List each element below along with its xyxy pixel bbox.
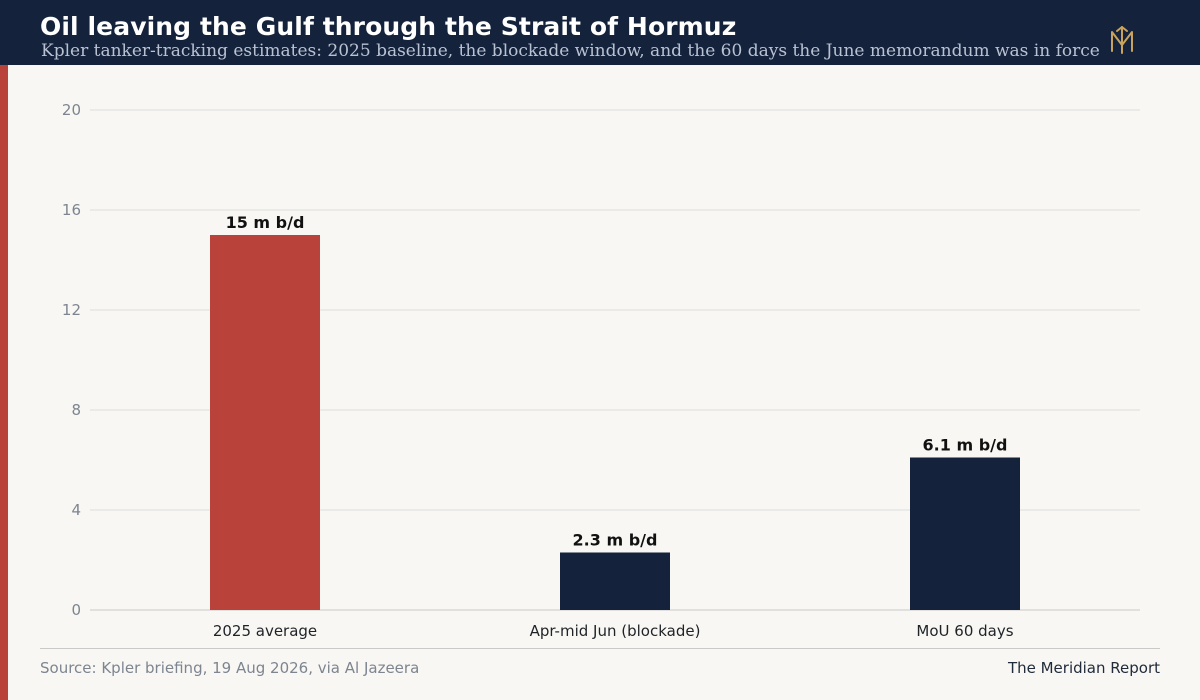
meridian-monogram-icon (1111, 26, 1133, 54)
y-tick-label: 20 (62, 101, 81, 119)
y-tick-label: 0 (71, 601, 81, 619)
x-category-label: 2025 average (213, 622, 317, 640)
chart-subtitle: Kpler tanker-tracking estimates: 2025 ba… (41, 41, 1100, 61)
header-band: Oil leaving the Gulf through the Strait … (0, 0, 1200, 65)
bar (910, 457, 1020, 610)
bar (560, 552, 670, 610)
data-label: 6.1 m b/d (923, 436, 1008, 455)
bars (210, 235, 1020, 610)
y-tick-label: 16 (62, 201, 81, 219)
data-label: 15 m b/d (226, 213, 305, 232)
publication-name: The Meridian Report (1007, 659, 1160, 677)
y-tick-label: 4 (71, 501, 81, 519)
footer-divider (40, 648, 1160, 649)
chart-title: Oil leaving the Gulf through the Strait … (40, 12, 737, 41)
accent-stripe (0, 65, 8, 700)
bar (210, 235, 320, 610)
x-category-label: Apr-mid Jun (blockade) (530, 622, 701, 640)
data-label: 2.3 m b/d (573, 531, 658, 550)
y-tick-label: 12 (62, 301, 81, 319)
x-category-label: MoU 60 days (916, 622, 1013, 640)
labels: 0 4 8 12 16 20 15 m b/d 2025 average 2.3 m b/d Ap… (62, 101, 1014, 640)
y-tick-label: 8 (71, 401, 81, 419)
source-note: Source: Kpler briefing, 19 Aug 2026, via… (40, 659, 420, 677)
